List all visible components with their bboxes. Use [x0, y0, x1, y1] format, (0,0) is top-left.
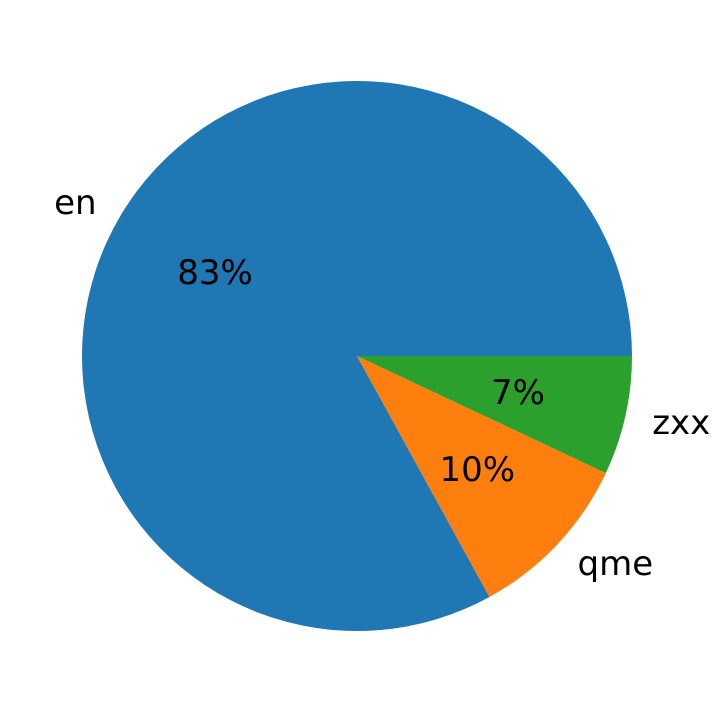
pie-slice-qme: [357, 356, 606, 597]
pie-pct-label-zxx: 7%: [491, 373, 545, 413]
pie-pct-label-qme: 10%: [440, 450, 516, 490]
pie-category-label-zxx: zxx: [652, 403, 710, 443]
pie-category-label-qme: qme: [578, 544, 654, 584]
pie-pct-label-en: 83%: [177, 253, 253, 293]
pie-category-label-en: en: [54, 183, 96, 223]
pie-slice-en: [82, 80, 633, 631]
pie-slice-zxx: [357, 356, 632, 474]
